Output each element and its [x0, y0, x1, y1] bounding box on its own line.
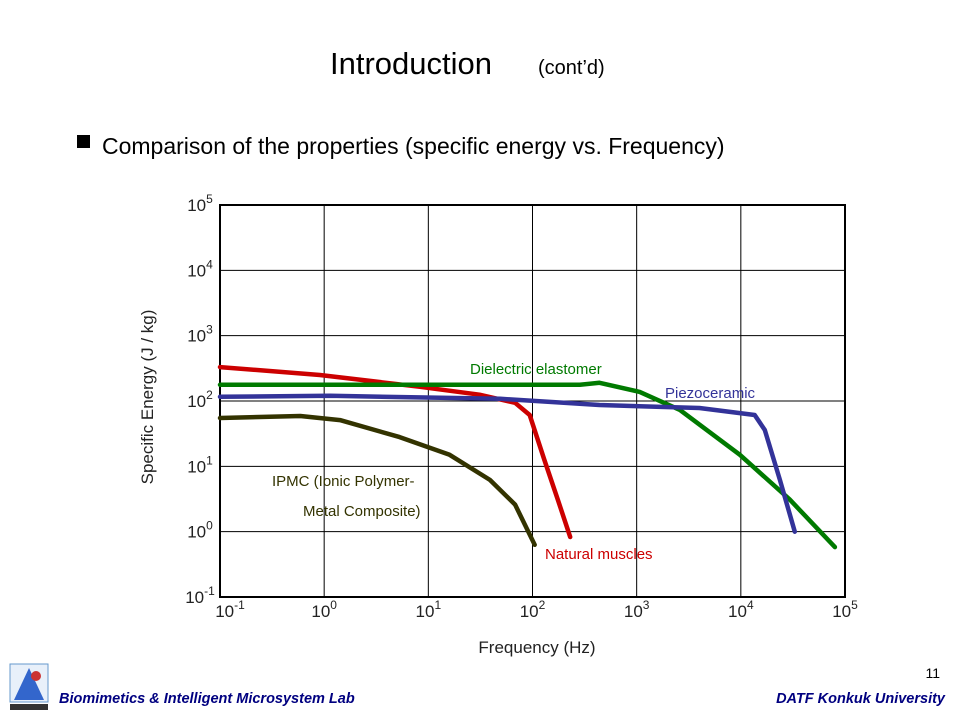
- series-label: Natural muscles: [545, 546, 653, 563]
- series-label: IPMC (Ionic Polymer-: [272, 473, 415, 490]
- y-tick-label-base: 10: [187, 523, 206, 542]
- x-tick-label-base: 10: [215, 602, 234, 621]
- y-tick-label: 100: [187, 519, 213, 542]
- y-tick-label: 105: [187, 192, 213, 215]
- y-tick-label-exponent: 0: [206, 519, 213, 533]
- series-line: [217, 364, 573, 540]
- x-tick-label-exponent: 4: [747, 598, 754, 612]
- bullet-text: Comparison of the properties (specific e…: [102, 133, 725, 159]
- y-axis-label: Specific Energy (J / kg): [138, 310, 157, 485]
- x-tick-label-exponent: 2: [539, 598, 546, 612]
- x-axis-label: Frequency (Hz): [478, 638, 595, 657]
- x-tick-label-exponent: 0: [330, 598, 337, 612]
- page-number: 11: [925, 665, 940, 681]
- footer-left: Biomimetics & Intelligent Microsystem La…: [59, 691, 355, 707]
- series-line: [217, 413, 537, 548]
- x-tick-label-base: 10: [832, 602, 851, 621]
- x-tick-label-base: 10: [728, 602, 747, 621]
- x-tick-label-exponent: 1: [434, 598, 441, 612]
- slide-title-suffix: (cont’d): [538, 57, 605, 79]
- y-tick-label-base: 10: [187, 392, 206, 411]
- series-label: Metal Composite): [303, 503, 421, 520]
- x-tick-label-base: 10: [311, 602, 330, 621]
- x-tick-label-exponent: 5: [851, 598, 858, 612]
- slide-title: Introduction: [330, 46, 492, 81]
- y-tick-label: 103: [187, 323, 213, 346]
- series-line: [217, 393, 798, 534]
- y-tick-label-base: 10: [185, 588, 204, 607]
- x-tick-label: 105: [832, 598, 858, 621]
- y-tick-label-exponent: 5: [206, 192, 213, 206]
- x-tick-label: 104: [728, 598, 754, 621]
- y-tick-label-base: 10: [187, 327, 206, 346]
- y-tick-label-exponent: 4: [206, 257, 213, 271]
- y-tick-label-base: 10: [187, 457, 206, 476]
- y-tick-label-exponent: -1: [204, 584, 215, 598]
- y-tick-label-exponent: 1: [206, 453, 213, 467]
- series-line: [217, 380, 838, 550]
- y-tick-label: 104: [187, 257, 213, 280]
- y-tick-label-base: 10: [187, 261, 206, 280]
- plot-frame: [219, 204, 846, 598]
- y-tick-label-exponent: 3: [206, 323, 213, 337]
- x-tick-label-exponent: -1: [234, 598, 245, 612]
- x-tick-label: 101: [416, 598, 442, 621]
- logo: [9, 663, 49, 710]
- series-label: Piezoceramic: [665, 385, 756, 402]
- x-tick-label-exponent: 3: [643, 598, 650, 612]
- y-tick-label: 101: [187, 453, 213, 476]
- x-tick-label-base: 10: [416, 602, 435, 621]
- x-tick-label: 103: [624, 598, 650, 621]
- x-tick-label-base: 10: [624, 602, 643, 621]
- y-tick-label-exponent: 2: [206, 388, 213, 402]
- x-tick-label: 102: [520, 598, 546, 621]
- series-label: Dielectric elastomer: [470, 361, 602, 378]
- y-tick-label-base: 10: [187, 196, 206, 215]
- footer-right: DATF Konkuk University: [776, 691, 946, 707]
- bullet-marker: [77, 135, 90, 148]
- x-tick-label: 100: [311, 598, 337, 621]
- y-tick-label: 102: [187, 388, 213, 411]
- x-tick-label: 10-1: [215, 598, 245, 621]
- x-tick-label-base: 10: [520, 602, 539, 621]
- y-tick-label: 10-1: [185, 584, 215, 607]
